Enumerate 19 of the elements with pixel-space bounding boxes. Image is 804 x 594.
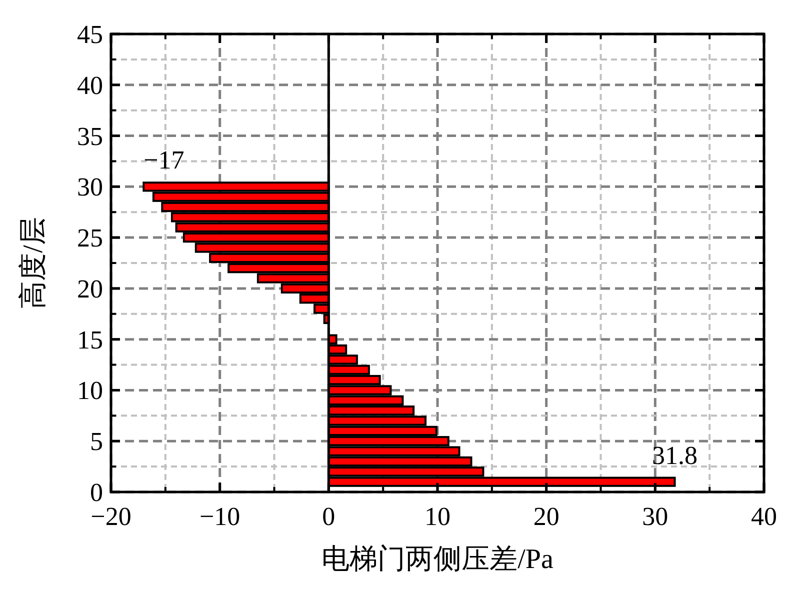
x-tick-label: 10 [424, 502, 450, 531]
y-tick-label: 5 [90, 427, 103, 456]
y-tick-label: 15 [77, 325, 103, 354]
x-tick-label: 40 [751, 502, 777, 531]
annotation: 31.8 [652, 440, 698, 470]
y-tick-label: 45 [77, 20, 103, 49]
x-axis-title: 电梯门两侧压差/Pa [322, 544, 554, 575]
y-tick-label: 25 [77, 224, 103, 253]
y-tick-label: 10 [77, 376, 103, 406]
x-tick-label: 30 [642, 502, 668, 531]
y-tick-label: 20 [77, 274, 103, 304]
x-tick-label: 0 [322, 502, 336, 531]
x-tick-label: 20 [533, 502, 560, 531]
x-tick-label: −10 [199, 502, 240, 531]
y-axis-title: 高度/层 [18, 217, 49, 309]
y-tick-label: 40 [77, 70, 103, 100]
y-tick-label: 30 [77, 172, 103, 202]
annotation: −17 [144, 146, 184, 175]
y-tick-label: 35 [77, 122, 103, 151]
